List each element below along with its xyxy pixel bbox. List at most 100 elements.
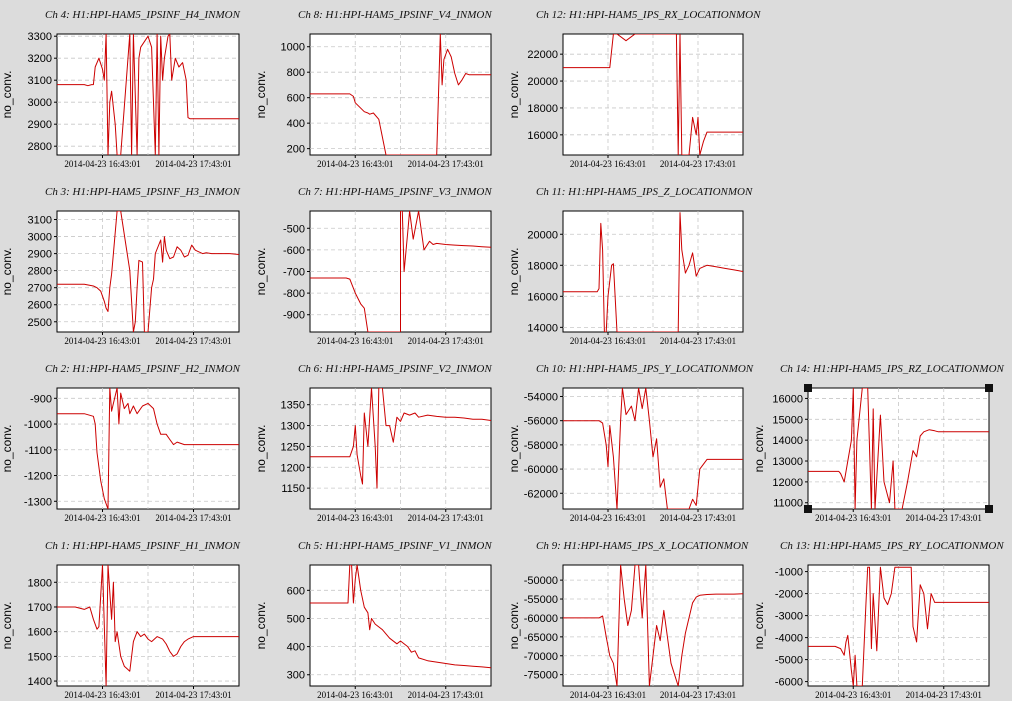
y-tick-label: 2500 (28, 317, 52, 329)
chart-panel-ch13[interactable]: Ch 13: H1:HPI-HAM5_IPS_RY_LOCATIONMON -60… (752, 540, 1004, 700)
chart-panel-ch7[interactable]: Ch 7: H1:HPI-HAM5_IPSINF_V3_INMON -900 -80… (254, 186, 492, 346)
y-tick-label: 2800 (28, 141, 52, 153)
x-tick-label: 2014-04-23 16:43:01 (570, 336, 646, 346)
plot-area[interactable] (56, 210, 240, 333)
y-tick-label: 1800 (28, 577, 52, 589)
y-tick-label: -800 (283, 288, 305, 300)
y-tick-label: -1200 (24, 471, 52, 483)
chart-title: Ch 7: H1:HPI-HAM5_IPSINF_V3_INMON (298, 186, 492, 198)
series-line (310, 388, 491, 489)
plot-area[interactable] (309, 564, 492, 687)
y-tick-label: -65000 (524, 632, 558, 644)
y-tick-label: 3300 (28, 31, 52, 43)
y-tick-label: 16000 (527, 291, 558, 303)
chart-title: Ch 2: H1:HPI-HAM5_IPSINF_H2_INMON (45, 363, 241, 375)
series-line (57, 388, 239, 509)
y-tick-label: 2800 (28, 266, 52, 278)
y-tick-label: 1300 (281, 421, 305, 433)
series-line (57, 34, 239, 155)
y-tick-label: -900 (283, 310, 305, 322)
chart-title: Ch 1: H1:HPI-HAM5_IPSINF_H1_INMON (45, 540, 241, 552)
x-tick-label: 2014-04-23 16:43:01 (570, 690, 646, 700)
resize-handle[interactable] (804, 505, 812, 513)
chart-title: Ch 4: H1:HPI-HAM5_IPSINF_H4_INMON (45, 9, 241, 21)
chart-panel-ch6[interactable]: Ch 6: H1:HPI-HAM5_IPSINF_V2_INMON 1150 120… (254, 363, 492, 523)
chart-panel-ch8[interactable]: Ch 8: H1:HPI-HAM5_IPSINF_V4_INMON 200 400 6… (254, 9, 492, 169)
y-tick-label: -1100 (25, 445, 52, 457)
chart-panel-ch3[interactable]: Ch 3: H1:HPI-HAM5_IPSINF_H3_INMON 2500 260… (0, 186, 241, 346)
chart-panel-ch10[interactable]: Ch 10: H1:HPI-HAM5_IPS_Y_LOCATIONMON -620… (507, 363, 754, 523)
y-tick-label: 22000 (527, 49, 558, 61)
y-tick-label: 800 (287, 67, 305, 79)
x-tick-label: 2014-04-23 16:43:01 (815, 690, 891, 700)
plot-area[interactable] (562, 564, 744, 687)
y-axis-label: no_conv. (507, 602, 521, 650)
y-tick-label: -5000 (775, 655, 803, 667)
chart-panel-ch1[interactable]: Ch 1: H1:HPI-HAM5_IPSINF_H1_INMON 1400 150… (0, 540, 241, 700)
x-tick-label: 2014-04-23 17:43:01 (408, 336, 484, 346)
plot-area[interactable] (56, 564, 240, 687)
chart-title: Ch 6: H1:HPI-HAM5_IPSINF_V2_INMON (298, 363, 492, 375)
y-axis-label: no_conv. (254, 602, 268, 650)
y-tick-label: 600 (287, 93, 305, 105)
y-tick-label: 1200 (281, 462, 305, 474)
plot-area[interactable] (56, 387, 240, 510)
resize-handle[interactable] (985, 505, 993, 513)
x-tick-label: 2014-04-23 17:43:01 (660, 513, 736, 523)
resize-handle[interactable] (985, 384, 993, 392)
chart-panel-ch11[interactable]: Ch 11: H1:HPI-HAM5_IPS_Z_LOCATIONMON 1400… (507, 186, 753, 346)
plot-area[interactable] (807, 564, 990, 687)
y-axis-label: no_conv. (507, 425, 521, 473)
y-tick-label: 1500 (28, 651, 52, 663)
series-line (310, 211, 491, 332)
y-tick-label: -75000 (524, 670, 558, 682)
x-tick-label: 2014-04-23 17:43:01 (660, 159, 736, 169)
chart-panel-ch4[interactable]: Ch 4: H1:HPI-HAM5_IPSINF_H4_INMON 2800 290… (0, 9, 241, 169)
x-tick-label: 2014-04-23 17:43:01 (660, 690, 736, 700)
plot-area[interactable] (562, 387, 744, 510)
y-tick-label: 400 (287, 642, 305, 654)
y-tick-label: 300 (287, 670, 305, 682)
x-tick-label: 2014-04-23 17:43:01 (408, 513, 484, 523)
plot-area[interactable] (309, 33, 492, 156)
resize-handle[interactable] (804, 384, 812, 392)
x-tick-label: 2014-04-23 17:43:01 (155, 690, 231, 700)
y-tick-label: 14000 (527, 322, 558, 334)
y-tick-label: 13000 (772, 456, 803, 468)
chart-title: Ch 14: H1:HPI-HAM5_IPS_RZ_LOCATIONMON (780, 363, 1005, 375)
y-tick-label: 3000 (28, 232, 52, 244)
plot-area[interactable] (56, 33, 240, 156)
plot-area[interactable] (807, 387, 990, 510)
series-line (310, 565, 491, 669)
chart-panel-ch5[interactable]: Ch 5: H1:HPI-HAM5_IPSINF_V1_INMON 300 400 5… (254, 540, 492, 700)
plot-area[interactable] (562, 33, 744, 156)
chart-title: Ch 3: H1:HPI-HAM5_IPSINF_H3_INMON (45, 186, 241, 198)
chart-panel-ch9[interactable]: Ch 9: H1:HPI-HAM5_IPS_X_LOCATIONMON -7500… (507, 540, 749, 700)
plot-area[interactable] (309, 387, 492, 510)
y-axis-label: no_conv. (752, 602, 766, 650)
y-tick-label: 12000 (772, 477, 803, 489)
plot-area[interactable] (562, 210, 744, 333)
y-tick-label: -600 (283, 245, 305, 257)
x-tick-label: 2014-04-23 16:43:01 (64, 159, 140, 169)
x-tick-label: 2014-04-23 17:43:01 (408, 159, 484, 169)
chart-title: Ch 8: H1:HPI-HAM5_IPSINF_V4_INMON (298, 9, 492, 21)
y-tick-label: 3000 (28, 97, 52, 109)
y-tick-label: -700 (283, 267, 305, 279)
y-tick-label: 1150 (281, 483, 305, 495)
chart-panel-ch12[interactable]: Ch 12: H1:HPI-HAM5_IPS_RX_LOCATIONMON 160… (507, 9, 761, 169)
y-tick-label: -900 (30, 393, 52, 405)
y-tick-label: -4000 (775, 633, 803, 645)
chart-panel-ch2[interactable]: Ch 2: H1:HPI-HAM5_IPSINF_H2_INMON -1300 -1… (0, 363, 241, 523)
y-tick-label: 20000 (527, 76, 558, 88)
series-line (808, 566, 989, 686)
x-tick-label: 2014-04-23 17:43:01 (155, 336, 231, 346)
y-tick-label: 1700 (28, 602, 52, 614)
y-tick-label: 2600 (28, 300, 52, 312)
chart-panel-ch14[interactable]: Ch 14: H1:HPI-HAM5_IPS_RZ_LOCATIONMON 110… (752, 363, 1005, 523)
y-tick-label: -60000 (524, 464, 558, 476)
y-tick-label: -60000 (524, 613, 558, 625)
chart-title: Ch 13: H1:HPI-HAM5_IPS_RY_LOCATIONMON (780, 540, 1004, 552)
y-tick-label: -54000 (524, 391, 558, 403)
